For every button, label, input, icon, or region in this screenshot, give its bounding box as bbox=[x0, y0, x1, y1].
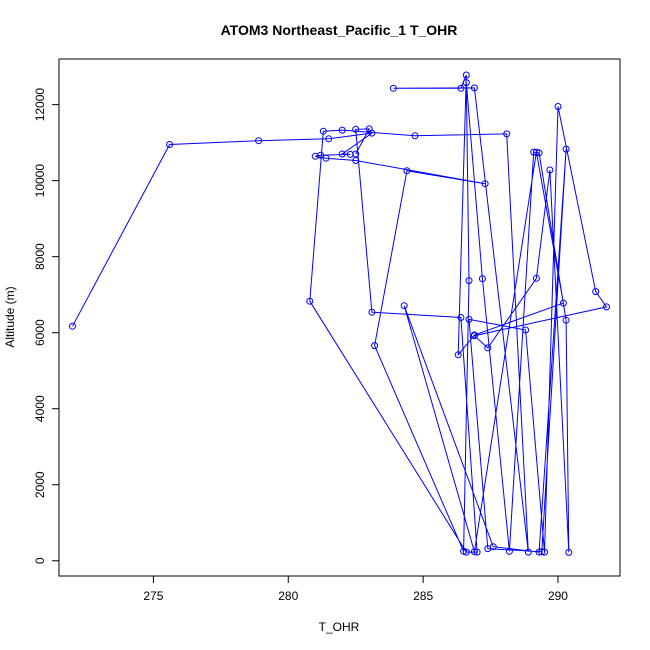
data-point bbox=[559, 299, 567, 307]
y-tick-label: 4000 bbox=[33, 395, 47, 422]
y-tick-label: 10000 bbox=[33, 164, 47, 198]
data-point bbox=[352, 150, 360, 158]
data-point bbox=[319, 127, 327, 135]
data-point bbox=[481, 180, 489, 188]
data-point bbox=[462, 79, 470, 87]
data-point bbox=[565, 548, 573, 556]
data-point bbox=[530, 148, 538, 156]
data-point bbox=[368, 308, 376, 316]
x-tick-label: 275 bbox=[143, 589, 163, 603]
data-point bbox=[457, 84, 465, 92]
x-tick-label: 285 bbox=[413, 589, 433, 603]
y-tick-label: 0 bbox=[33, 557, 47, 564]
data-point bbox=[255, 137, 263, 145]
data-point bbox=[532, 274, 540, 282]
x-axis: 275 280 285 290 bbox=[143, 575, 568, 603]
data-point bbox=[541, 548, 548, 556]
data-point bbox=[322, 154, 330, 162]
data-point bbox=[462, 71, 470, 79]
x-tick-label: 290 bbox=[548, 589, 568, 603]
data-point bbox=[473, 548, 481, 556]
data-point bbox=[411, 132, 419, 140]
data-point bbox=[489, 543, 497, 551]
y-tick-label: 8000 bbox=[33, 243, 47, 270]
data-point bbox=[371, 342, 379, 350]
data-point bbox=[470, 84, 478, 92]
y-tick-label: 12000 bbox=[33, 88, 47, 122]
data-point bbox=[457, 314, 465, 321]
data-point bbox=[338, 126, 346, 134]
data-point bbox=[311, 152, 319, 160]
data-point bbox=[546, 166, 554, 174]
x-axis-label: T_OHR bbox=[319, 620, 360, 634]
data-point bbox=[465, 315, 473, 323]
y-tick-label: 6000 bbox=[33, 319, 47, 346]
data-point bbox=[503, 130, 511, 138]
data-point bbox=[484, 344, 492, 352]
series-line bbox=[72, 74, 608, 553]
plot-frame bbox=[58, 58, 621, 577]
data-point bbox=[505, 547, 513, 555]
data-point bbox=[306, 297, 314, 305]
series-layer bbox=[69, 71, 610, 556]
data-point bbox=[535, 548, 543, 556]
data-point bbox=[400, 302, 408, 310]
data-point bbox=[470, 548, 478, 556]
data-point bbox=[532, 148, 540, 156]
y-axis: 0 2000 4000 6000 8000 10000 12000 bbox=[33, 88, 60, 564]
data-point bbox=[470, 331, 478, 339]
x-tick-label: 280 bbox=[278, 589, 298, 603]
data-point bbox=[325, 135, 333, 143]
data-point bbox=[478, 275, 486, 283]
y-tick-label: 2000 bbox=[33, 471, 47, 498]
data-point bbox=[69, 322, 76, 330]
data-point bbox=[592, 288, 600, 296]
data-point bbox=[462, 548, 470, 556]
data-point bbox=[465, 277, 473, 285]
data-point bbox=[538, 548, 546, 556]
chart-title: ATOM3 Northeast_Pacific_1 T_OHR bbox=[221, 22, 458, 38]
data-point bbox=[166, 141, 174, 148]
data-point bbox=[603, 303, 610, 311]
data-point bbox=[352, 125, 360, 133]
data-point bbox=[554, 103, 562, 110]
data-point bbox=[346, 150, 354, 158]
data-point bbox=[338, 150, 346, 158]
data-point bbox=[454, 351, 462, 359]
data-point bbox=[403, 167, 411, 175]
data-point bbox=[389, 84, 397, 92]
data-point bbox=[524, 548, 532, 556]
y-axis-label: Altitude (m) bbox=[3, 286, 17, 347]
data-point bbox=[562, 316, 570, 324]
data-point bbox=[522, 326, 530, 334]
data-point bbox=[365, 125, 373, 133]
data-point bbox=[562, 145, 570, 153]
